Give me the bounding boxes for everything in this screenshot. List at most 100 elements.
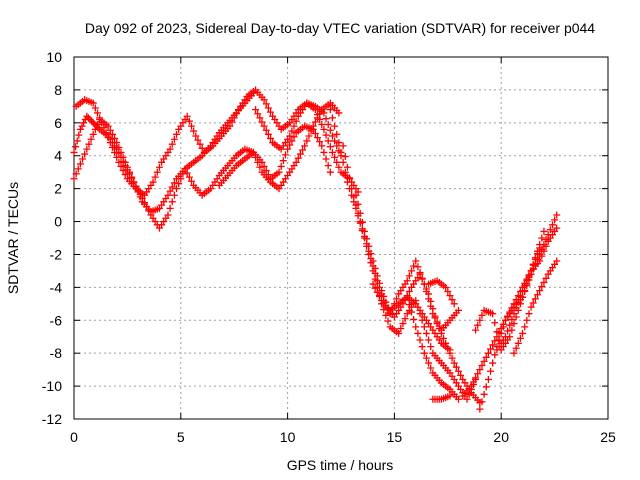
data-point-plus: [427, 343, 435, 351]
data-point-plus: [151, 173, 159, 181]
data-point-plus: [230, 114, 238, 122]
y-tick-label: -4: [50, 279, 63, 295]
data-point-plus: [326, 106, 334, 114]
data-point-plus: [523, 316, 531, 324]
data-point-plus: [536, 257, 544, 265]
data-point-plus: [454, 306, 462, 314]
data-point-plus: [232, 110, 240, 118]
data-point-plus: [72, 143, 80, 151]
data-point-plus: [393, 295, 401, 303]
data-point-plus: [288, 137, 296, 145]
data-point-plus: [499, 323, 507, 331]
series-trace: [493, 224, 561, 354]
data-point-plus: [339, 142, 347, 150]
data-point-plus: [100, 124, 108, 132]
data-point-plus: [314, 134, 322, 142]
data-point-plus: [487, 345, 495, 353]
data-point-plus: [534, 291, 542, 299]
data-point-plus: [93, 120, 101, 128]
data-point-plus: [525, 310, 533, 318]
data-point-plus: [527, 303, 535, 311]
data-point-plus: [316, 116, 324, 124]
y-tick-label: 6: [54, 115, 62, 131]
data-point-plus: [521, 282, 529, 290]
data-point-plus: [128, 173, 136, 181]
data-point-plus: [454, 395, 462, 403]
data-point-plus: [121, 171, 129, 179]
data-point-plus: [92, 122, 100, 130]
data-point-plus: [454, 367, 462, 375]
data-point-plus: [168, 140, 176, 148]
data-point-plus: [89, 119, 97, 127]
series-trace: [429, 392, 454, 403]
series-trace: [472, 227, 548, 354]
data-point-plus: [301, 142, 309, 150]
data-point-plus: [420, 349, 428, 357]
data-point-plus: [531, 254, 539, 262]
data-point-plus: [448, 296, 456, 304]
data-point-plus: [519, 287, 527, 295]
data-point-plus: [510, 349, 518, 357]
data-point-plus: [324, 120, 332, 128]
data-point-plus: [281, 151, 289, 159]
data-point-plus: [252, 153, 260, 161]
data-point-plus: [328, 132, 336, 140]
data-point-plus: [365, 242, 373, 250]
data-point-plus: [119, 167, 127, 175]
data-point-plus: [84, 114, 92, 122]
data-point-plus: [108, 144, 116, 151]
data-point-plus: [314, 111, 322, 119]
data-point-plus: [185, 117, 193, 125]
data-point-plus: [78, 122, 86, 130]
data-point-plus: [373, 288, 381, 296]
data-point-plus: [373, 272, 381, 280]
data-point-plus: [76, 160, 84, 168]
data-point-plus: [538, 252, 546, 260]
data-point-plus: [427, 364, 435, 372]
data-point-plus: [115, 144, 123, 151]
data-point-plus: [328, 114, 336, 122]
data-point-plus: [183, 169, 191, 177]
data-point-plus: [320, 148, 328, 156]
data-point-plus: [324, 137, 332, 145]
data-point-plus: [326, 143, 334, 151]
data-point-plus: [529, 299, 537, 307]
data-point-plus: [395, 329, 403, 337]
data-point-plus: [226, 122, 234, 130]
data-point-plus: [546, 226, 554, 234]
data-point-plus: [469, 378, 477, 386]
data-point-plus: [371, 284, 379, 292]
data-point-plus: [363, 235, 371, 243]
data-point-plus: [384, 317, 392, 325]
data-point-plus: [88, 117, 96, 125]
x-axis-label: GPS time / hours: [287, 457, 394, 473]
data-point-plus: [431, 314, 439, 322]
data-point-plus: [403, 277, 411, 285]
data-point-plus: [403, 293, 411, 301]
data-point-plus: [73, 137, 81, 145]
data-point-plus: [86, 116, 94, 124]
data-point-plus: [551, 216, 559, 224]
data-point-plus: [326, 168, 334, 176]
data-point-plus: [83, 145, 91, 153]
data-point-plus: [540, 278, 548, 286]
data-point-plus: [277, 162, 285, 170]
data-point-plus: [508, 326, 516, 334]
data-point-plus: [187, 177, 195, 185]
data-point-plus: [258, 118, 266, 126]
data-point-plus: [516, 292, 524, 300]
data-point-plus: [548, 221, 556, 229]
data-point-plus: [290, 122, 298, 130]
data-point-plus: [416, 336, 424, 344]
data-point-plus: [444, 287, 452, 295]
data-point-plus: [480, 390, 488, 398]
data-point-plus: [450, 359, 458, 367]
data-point-plus: [181, 165, 189, 173]
data-point-plus: [320, 125, 328, 133]
data-point-plus: [121, 158, 129, 166]
data-point-plus: [510, 310, 518, 318]
data-point-plus: [540, 227, 548, 235]
data-point-plus: [72, 170, 80, 178]
data-point-plus: [170, 135, 178, 143]
data-point-plus: [166, 204, 174, 212]
